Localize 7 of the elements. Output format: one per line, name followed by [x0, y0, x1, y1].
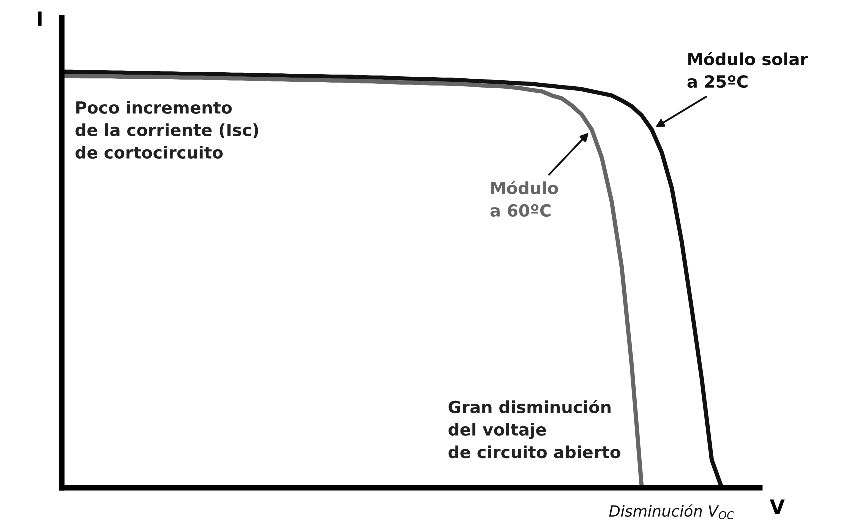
x-axis-title: V: [770, 500, 785, 514]
text: Módulo a 60ºC: [490, 180, 558, 218]
text: Módulo solar a 25ºC: [688, 52, 808, 88]
y-axis-title: I: [38, 12, 42, 26]
text: Disminución V$_{OC}$: [609, 504, 734, 520]
annotation: Poco incremento de la corriente (Isc) de cortocircuito: [76, 101, 258, 159]
annotation: Gran disminución del voltaje de circuito abierto: [448, 400, 621, 459]
